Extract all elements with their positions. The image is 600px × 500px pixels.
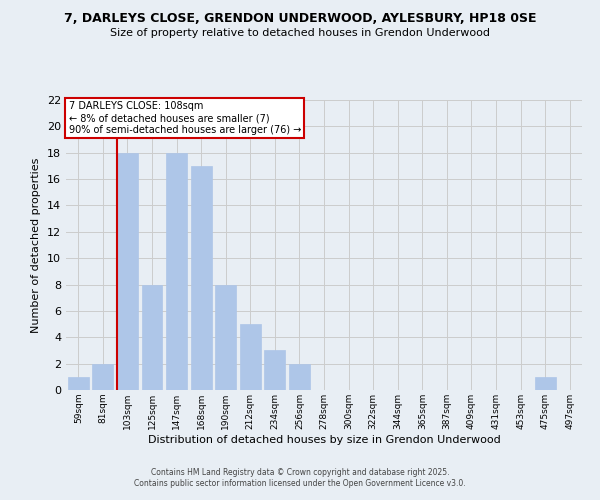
Bar — [117, 152, 138, 390]
Bar — [92, 364, 113, 390]
Y-axis label: Number of detached properties: Number of detached properties — [31, 158, 41, 332]
Bar — [68, 377, 89, 390]
Bar — [142, 284, 163, 390]
Bar — [215, 284, 236, 390]
Bar — [191, 166, 212, 390]
Text: 7, DARLEYS CLOSE, GRENDON UNDERWOOD, AYLESBURY, HP18 0SE: 7, DARLEYS CLOSE, GRENDON UNDERWOOD, AYL… — [64, 12, 536, 26]
Bar — [535, 377, 556, 390]
Text: Contains HM Land Registry data © Crown copyright and database right 2025.
Contai: Contains HM Land Registry data © Crown c… — [134, 468, 466, 487]
Bar — [289, 364, 310, 390]
Text: Size of property relative to detached houses in Grendon Underwood: Size of property relative to detached ho… — [110, 28, 490, 38]
X-axis label: Distribution of detached houses by size in Grendon Underwood: Distribution of detached houses by size … — [148, 434, 500, 444]
Text: 7 DARLEYS CLOSE: 108sqm
← 8% of detached houses are smaller (7)
90% of semi-deta: 7 DARLEYS CLOSE: 108sqm ← 8% of detached… — [68, 102, 301, 134]
Bar — [166, 152, 187, 390]
Bar — [240, 324, 261, 390]
Bar — [265, 350, 286, 390]
